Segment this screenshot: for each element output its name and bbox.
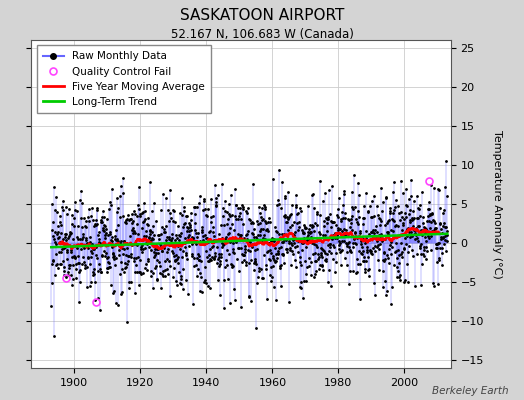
Legend: Raw Monthly Data, Quality Control Fail, Five Year Moving Average, Long-Term Tren: Raw Monthly Data, Quality Control Fail, … xyxy=(37,45,211,113)
Text: 52.167 N, 106.683 W (Canada): 52.167 N, 106.683 W (Canada) xyxy=(171,28,353,41)
Text: Berkeley Earth: Berkeley Earth xyxy=(432,386,508,396)
Text: SASKATOON AIRPORT: SASKATOON AIRPORT xyxy=(180,8,344,23)
Y-axis label: Temperature Anomaly (°C): Temperature Anomaly (°C) xyxy=(492,130,502,278)
